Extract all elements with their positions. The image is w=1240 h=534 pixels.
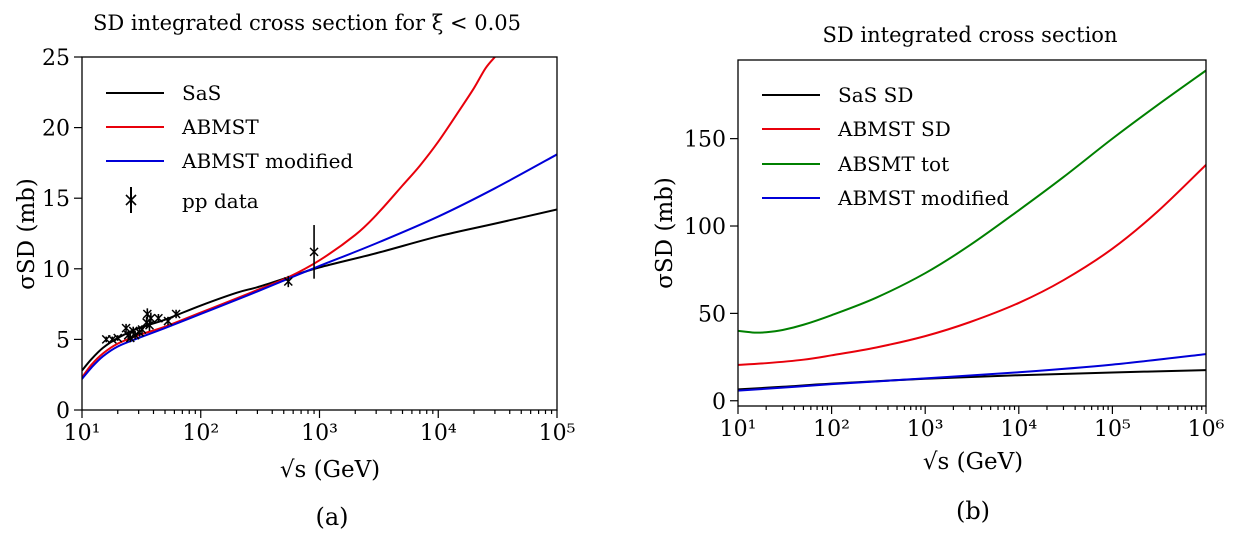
y-axis-a: 0 5 10 15 20 25 bbox=[42, 46, 82, 424]
series-group-a bbox=[82, 57, 557, 380]
legend-label-abmst: ABMST bbox=[181, 115, 259, 139]
panel-b: SD integrated cross section 10¹ 10² 10³ 10⁴… bbox=[652, 23, 1225, 525]
panel-a: SD integrated cross section for ξ < 0.05… bbox=[14, 11, 575, 531]
x-tick-label: 10¹ bbox=[64, 421, 101, 446]
y-tick-label: 5 bbox=[56, 328, 70, 353]
legend-swatch-pp-data bbox=[125, 187, 137, 213]
y-tick-label: 0 bbox=[712, 390, 726, 415]
legend-label-abmst-modified: ABMST modified bbox=[181, 149, 353, 173]
x-tick-label: 10⁵ bbox=[539, 421, 576, 446]
series-line-abmst-modified-b bbox=[738, 353, 1206, 392]
y-tick-label: 15 bbox=[42, 187, 70, 212]
y-tick-label: 25 bbox=[42, 46, 70, 71]
x-axis-label-a: √s (GeV) bbox=[280, 457, 380, 483]
data-point bbox=[130, 330, 140, 340]
x-axis-label-b: √s (GeV) bbox=[923, 449, 1023, 475]
x-tick-label: 10³ bbox=[301, 421, 338, 446]
data-point bbox=[171, 309, 181, 319]
y-tick-label: 100 bbox=[684, 215, 726, 240]
caption-b: (b) bbox=[956, 497, 990, 525]
legend-label-sas: SaS bbox=[182, 81, 221, 105]
data-point bbox=[283, 275, 293, 288]
legend-label-pp-data: pp data bbox=[182, 189, 259, 213]
data-point bbox=[144, 319, 155, 331]
series-line-abmst-sd-b bbox=[738, 164, 1206, 366]
x-tick-label: 10⁴ bbox=[1000, 417, 1037, 442]
x-tick-label: 10⁶ bbox=[1188, 417, 1225, 442]
x-axis-b: 10¹ 10² 10³ 10⁴ 10⁵ 10⁶ bbox=[720, 406, 1225, 442]
chart-title-a: SD integrated cross section for ξ < 0.05 bbox=[93, 11, 521, 35]
data-point bbox=[309, 225, 319, 279]
series-line-sas-a bbox=[82, 208, 557, 372]
x-tick-label: 10⁴ bbox=[420, 421, 457, 446]
x-axis-a: 10¹ 10² 10³ 10⁴ 10⁵ bbox=[64, 410, 576, 446]
y-tick-label: 20 bbox=[42, 117, 70, 142]
series-group-b bbox=[738, 69, 1206, 392]
legend-a: SaS ABMST ABMST modified pp data bbox=[106, 81, 353, 213]
data-point bbox=[121, 323, 131, 333]
caption-a: (a) bbox=[315, 503, 348, 531]
y-tick-label: 150 bbox=[684, 128, 726, 153]
legend-label-absmt-tot: ABSMT tot bbox=[837, 152, 949, 176]
plot-area-b bbox=[738, 69, 1206, 392]
series-line-abmst-modified-a bbox=[82, 153, 557, 380]
y-axis-label-a: σSD (mb) bbox=[14, 178, 40, 290]
x-tick-label: 10⁵ bbox=[1094, 417, 1131, 442]
data-point bbox=[137, 324, 147, 335]
x-tick-label: 10¹ bbox=[720, 417, 757, 442]
y-tick-label: 50 bbox=[698, 302, 726, 327]
legend-label-sas-sd: SaS SD bbox=[838, 83, 913, 107]
x-tick-label: 10² bbox=[182, 421, 219, 446]
series-line-abmst-a bbox=[82, 57, 496, 379]
pp-data-points bbox=[101, 225, 319, 344]
series-line-absmt-tot-b bbox=[738, 69, 1206, 334]
x-tick-label: 10³ bbox=[907, 417, 944, 442]
y-tick-label: 10 bbox=[42, 258, 70, 283]
data-point bbox=[146, 312, 156, 324]
data-point bbox=[113, 333, 123, 343]
y-axis-label-b: σSD (mb) bbox=[652, 177, 678, 289]
y-tick-label: 0 bbox=[56, 399, 70, 424]
y-axis-b: 0 50 100 150 bbox=[684, 128, 738, 415]
data-point bbox=[107, 334, 117, 344]
data-point bbox=[163, 316, 173, 326]
data-point bbox=[125, 333, 135, 343]
legend-label-abmst-modified-b: ABMST modified bbox=[837, 186, 1009, 210]
x-tick-label: 10² bbox=[813, 417, 850, 442]
legend-b: SaS SD ABMST SD ABSMT tot ABMST modified bbox=[762, 83, 1009, 210]
chart-title-b: SD integrated cross section bbox=[823, 23, 1118, 47]
plot-frame-a bbox=[81, 56, 558, 411]
plot-area-a bbox=[82, 57, 557, 380]
data-point bbox=[153, 313, 163, 323]
legend-label-abmst-sd: ABMST SD bbox=[837, 117, 951, 141]
plot-frame-b bbox=[737, 59, 1207, 407]
